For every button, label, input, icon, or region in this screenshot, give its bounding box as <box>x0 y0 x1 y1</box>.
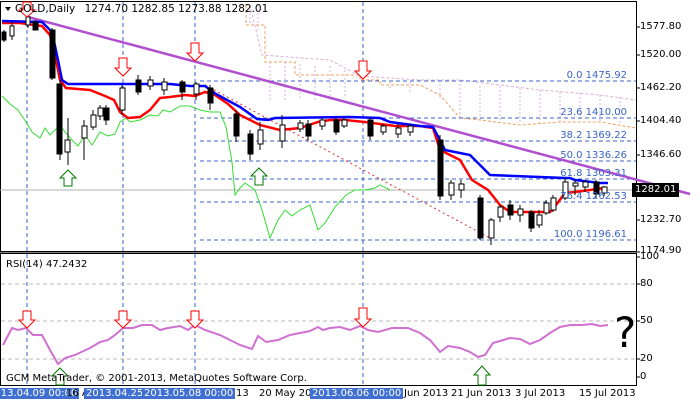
sell-arrow-icon <box>113 310 133 329</box>
time-label: Jun 2013 <box>404 388 449 399</box>
buy-arrow-icon <box>58 169 78 187</box>
price-tick: 1577.80 <box>640 21 682 32</box>
copyright-text: GCM MetaTrader, © 2001-2013, MetaQuotes … <box>6 373 307 384</box>
rsi-level-lines <box>1 283 636 360</box>
sell-arrow-icon <box>113 57 133 77</box>
time-label: 13 <box>236 388 249 399</box>
rsi-tick: 100 <box>640 251 660 262</box>
ohlc-values: 1274.70 1282.85 1273.88 1282.01 <box>84 3 269 15</box>
time-label-crosshair: 2013.06.06 00:00 <box>310 388 404 399</box>
price-tick: 1520.00 <box>640 49 682 60</box>
buy-arrows-rsi <box>50 365 492 386</box>
fib-label: 76.4 1262.53 <box>560 191 627 202</box>
sell-arrows-main <box>17 1 373 80</box>
price-tick: 1462.20 <box>640 82 682 93</box>
rsi-tick: 0 <box>640 371 647 382</box>
triangle-down-icon[interactable] <box>5 7 11 11</box>
sell-arrow-icon <box>353 60 373 80</box>
rsi-axis-ticks <box>636 256 640 378</box>
fib-label: 100.0 1196.61 <box>553 229 627 240</box>
rsi-panel-frame <box>0 253 637 386</box>
sell-arrows-rsi <box>17 307 373 329</box>
price-axis-ticks <box>636 26 640 253</box>
time-label-crosshair: 2013.04.09 00:00 <box>0 388 80 399</box>
rsi-line <box>2 322 609 366</box>
sell-arrow-icon <box>17 1 37 18</box>
rsi-tick: 80 <box>640 278 653 289</box>
sell-arrow-icon <box>185 310 205 329</box>
fib-label: 23.6 1410.00 <box>560 107 627 118</box>
chart-header: GOLD,Daily 1274.70 1282.85 1273.88 1282.… <box>15 3 268 15</box>
question-mark-annotation: ? <box>614 308 637 357</box>
fib-anchor-line <box>204 84 491 239</box>
buy-arrow-icon <box>472 365 492 386</box>
fib-label: 38.2 1369.22 <box>560 130 627 141</box>
rsi-tick: 20 <box>640 353 653 364</box>
rsi-tick: 50 <box>640 315 653 326</box>
descending-trendline <box>27 15 691 196</box>
time-label: 21 Jun 2013 <box>451 388 512 399</box>
price-tick: 1232.70 <box>640 214 682 225</box>
time-label: 20 May 2013 <box>259 388 325 399</box>
price-tick: 1404.40 <box>640 115 682 126</box>
ichimoku-cloud <box>240 4 637 129</box>
buy-arrow-icon <box>50 367 70 386</box>
time-label: 3 Jul 2013 <box>515 388 566 399</box>
rsi-label: RSI(14) 47.2432 <box>6 259 88 270</box>
fib-label: 61.8 1303.31 <box>560 168 627 179</box>
fib-label: 50.0 1336.26 <box>560 150 627 161</box>
candlesticks <box>1 15 608 245</box>
buy-arrow-icon <box>249 167 269 186</box>
fib-label: 0.0 1475.92 <box>566 70 627 81</box>
current-price-badge: 1282.01 <box>632 183 679 197</box>
time-label-crosshair: 2013.04.25 00:00 <box>84 388 178 399</box>
price-tick: 1346.60 <box>640 149 682 160</box>
sell-arrow-icon <box>353 307 373 328</box>
sell-arrow-icon <box>185 42 205 62</box>
time-label-crosshair: 2013.05.08 00:00 <box>142 388 236 399</box>
time-label: 16 A <box>66 388 89 399</box>
kijun-sen <box>1 19 608 185</box>
price-tick: 1174.90 <box>640 245 682 256</box>
symbol-title: GOLD,Daily <box>15 3 76 15</box>
time-label: 15 Jul 2013 <box>579 388 636 399</box>
sell-arrow-icon <box>17 310 37 329</box>
buy-arrows-main <box>58 167 269 187</box>
